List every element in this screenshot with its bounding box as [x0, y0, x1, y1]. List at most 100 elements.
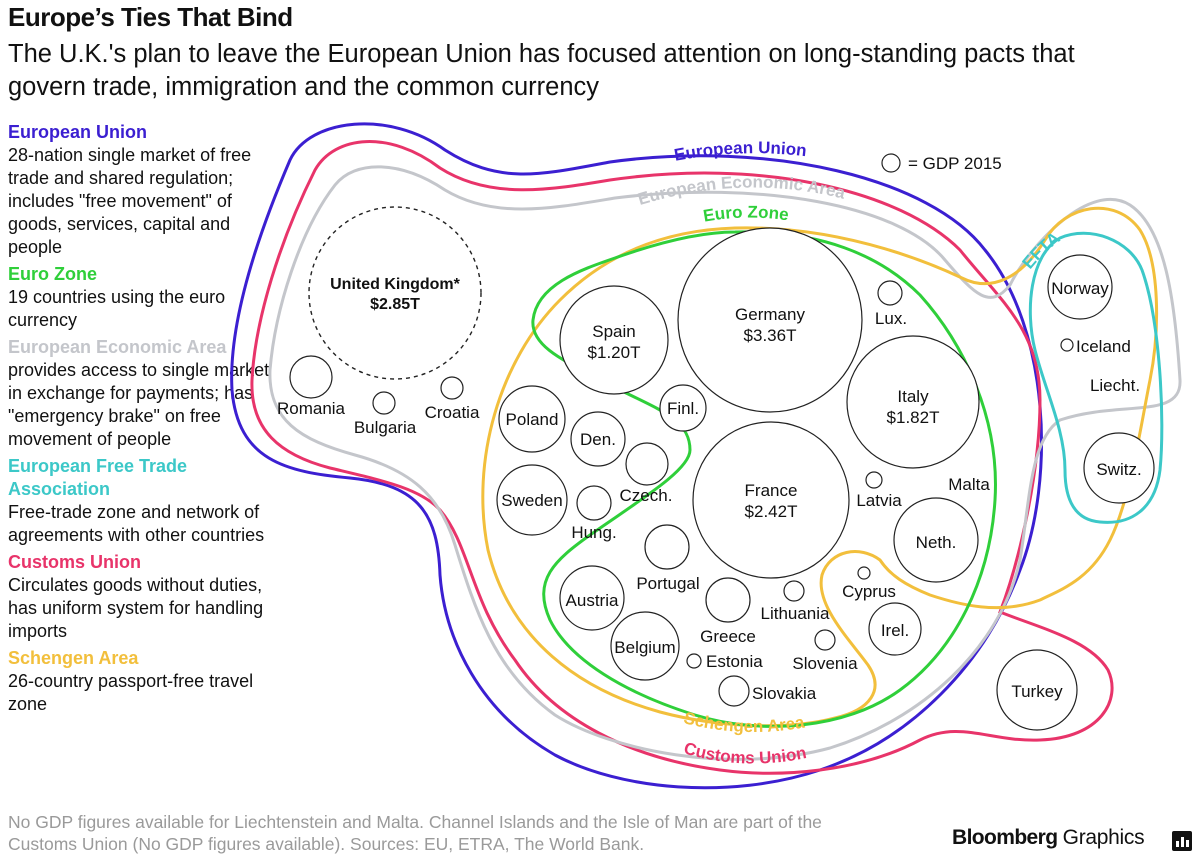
- legend-schengen-description: 26-country passport-free travel zone: [8, 671, 254, 714]
- romania-circle: [289, 355, 333, 399]
- legend-euro-heading: Euro Zone: [8, 264, 97, 284]
- legend-customs-description: Circulates goods without duties, has uni…: [8, 575, 264, 641]
- portugal-label: Portugal: [636, 574, 699, 593]
- legend: European Union 28-nation single market o…: [8, 121, 273, 716]
- brand-bold: Bloomberg: [952, 826, 1063, 849]
- finland-label: Finl.: [667, 399, 699, 418]
- euro-outline: [531, 230, 997, 728]
- switzerland-label: Switz.: [1096, 460, 1141, 479]
- spain-name: Spain: [592, 322, 635, 341]
- germany-gdp: $3.36T: [744, 326, 797, 345]
- page-title: Europe’s Ties That Bind: [8, 2, 293, 32]
- france-gdp: $2.42T: [745, 502, 798, 521]
- cyprus-circle: [857, 566, 871, 580]
- poland-label: Poland: [506, 410, 559, 429]
- ireland-label: Irel.: [881, 621, 909, 640]
- croatia-circle: [440, 376, 464, 400]
- spain-gdp: $1.20T: [588, 343, 641, 362]
- greece-circle: [705, 577, 751, 623]
- germany-circle: [677, 227, 863, 413]
- legend-item-eea: European Economic Area provides access t…: [8, 336, 273, 451]
- legend-efta-heading: European Free Trade Association: [8, 456, 188, 499]
- legend-schengen-heading: Schengen Area: [8, 648, 139, 668]
- cyprus-label: Cyprus: [842, 582, 896, 601]
- austria-label: Austria: [566, 591, 619, 610]
- legend-item-customs: Customs Union Circulates goods without d…: [8, 551, 273, 643]
- portugal-circle: [644, 524, 690, 570]
- lithuania-label: Lithuania: [760, 604, 830, 623]
- legend-item-eu: European Union 28-nation single market o…: [8, 121, 273, 259]
- poland-circle: [498, 385, 566, 453]
- italy-gdp: $1.82T: [887, 408, 940, 427]
- slovenia-circle: [814, 629, 836, 651]
- denmark-label: Den.: [580, 430, 616, 449]
- legend-euro-description: 19 countries using the euro currency: [8, 287, 226, 330]
- legend-item-euro: Euro Zone 19 countries using the euro cu…: [8, 263, 273, 332]
- norway-label: Norway: [1051, 279, 1109, 298]
- slovakia-circle: [718, 675, 750, 707]
- brand-light: Graphics: [1062, 826, 1145, 849]
- turkey-circle: [996, 649, 1078, 731]
- customs-ring-label: Customs Union: [682, 739, 808, 768]
- footnote: No GDP figures available for Liechtenste…: [8, 812, 822, 854]
- netherlands-label: Neth.: [916, 533, 957, 552]
- france-circle: [692, 421, 850, 579]
- luxembourg-label: Lux.: [875, 309, 907, 328]
- efta-outline: [1028, 231, 1164, 524]
- legend-eu-heading: European Union: [8, 122, 147, 142]
- legend-item-schengen: Schengen Area 26-country passport-free t…: [8, 647, 273, 716]
- italy-name: Italy: [897, 387, 929, 406]
- legend-eu-description: 28-nation single market of free trade an…: [8, 145, 252, 257]
- luxembourg-circle: [877, 280, 903, 306]
- turkey-label: Turkey: [1011, 682, 1063, 701]
- page-subtitle: The U.K.'s plan to leave the European Un…: [8, 40, 1075, 101]
- bulgaria-circle: [372, 391, 396, 415]
- ireland-circle: [868, 602, 922, 656]
- belgium-circle: [610, 611, 680, 681]
- customs-outline: [250, 140, 1114, 775]
- netherlands-circle: [893, 497, 979, 583]
- bloomberg-graphics-logo: Bloomberg Graphics: [952, 826, 1145, 850]
- latvia-circle: [865, 471, 883, 489]
- legend-item-efta: European Free Trade Association Free-tra…: [8, 455, 273, 547]
- uk-gdp: $2.85T: [370, 296, 420, 313]
- iceland-label: Iceland: [1076, 337, 1131, 356]
- estonia-circle: [686, 653, 702, 669]
- sweden-circle: [496, 464, 568, 536]
- uk-circle: [308, 206, 482, 380]
- germany-name: Germany: [735, 305, 805, 324]
- greece-label: Greece: [700, 627, 756, 646]
- hungary-label: Hung.: [571, 523, 616, 542]
- france-name: France: [745, 481, 798, 500]
- spain-circle: [559, 285, 669, 395]
- finland-circle: [659, 384, 707, 432]
- schengen-outline: [481, 206, 1159, 728]
- denmark-circle: [570, 411, 626, 467]
- uk-name: United Kingdom*: [330, 276, 461, 293]
- liechtenstein-label: Liecht.: [1090, 376, 1140, 395]
- legend-eea-heading: European Economic Area: [8, 337, 227, 357]
- sweden-label: Sweden: [501, 491, 562, 510]
- eea-outline: [268, 165, 1182, 761]
- legend-customs-heading: Customs Union: [8, 552, 141, 572]
- slovakia-label: Slovakia: [752, 684, 817, 703]
- legend-efta-description: Free-trade zone and network of agreement…: [8, 502, 265, 545]
- iceland-circle: [1060, 338, 1074, 352]
- czech-label: Czech.: [620, 486, 673, 505]
- slovenia-label: Slovenia: [792, 654, 858, 673]
- gdp-key-circle: [881, 153, 901, 173]
- italy-circle: [846, 335, 980, 469]
- switzerland-circle: [1083, 432, 1155, 504]
- norway-circle: [1047, 254, 1113, 320]
- croatia-label: Croatia: [425, 403, 480, 422]
- euro-ring-label: Euro Zone: [702, 202, 790, 225]
- belgium-label: Belgium: [614, 638, 675, 657]
- czech-circle: [625, 442, 669, 486]
- austria-circle: [559, 565, 625, 631]
- lithuania-circle: [783, 580, 805, 602]
- gdp-key-label: = GDP 2015: [908, 154, 1002, 173]
- bar-chart-icon: [1172, 831, 1192, 851]
- malta-label: Malta: [948, 475, 990, 494]
- bulgaria-label: Bulgaria: [354, 418, 417, 437]
